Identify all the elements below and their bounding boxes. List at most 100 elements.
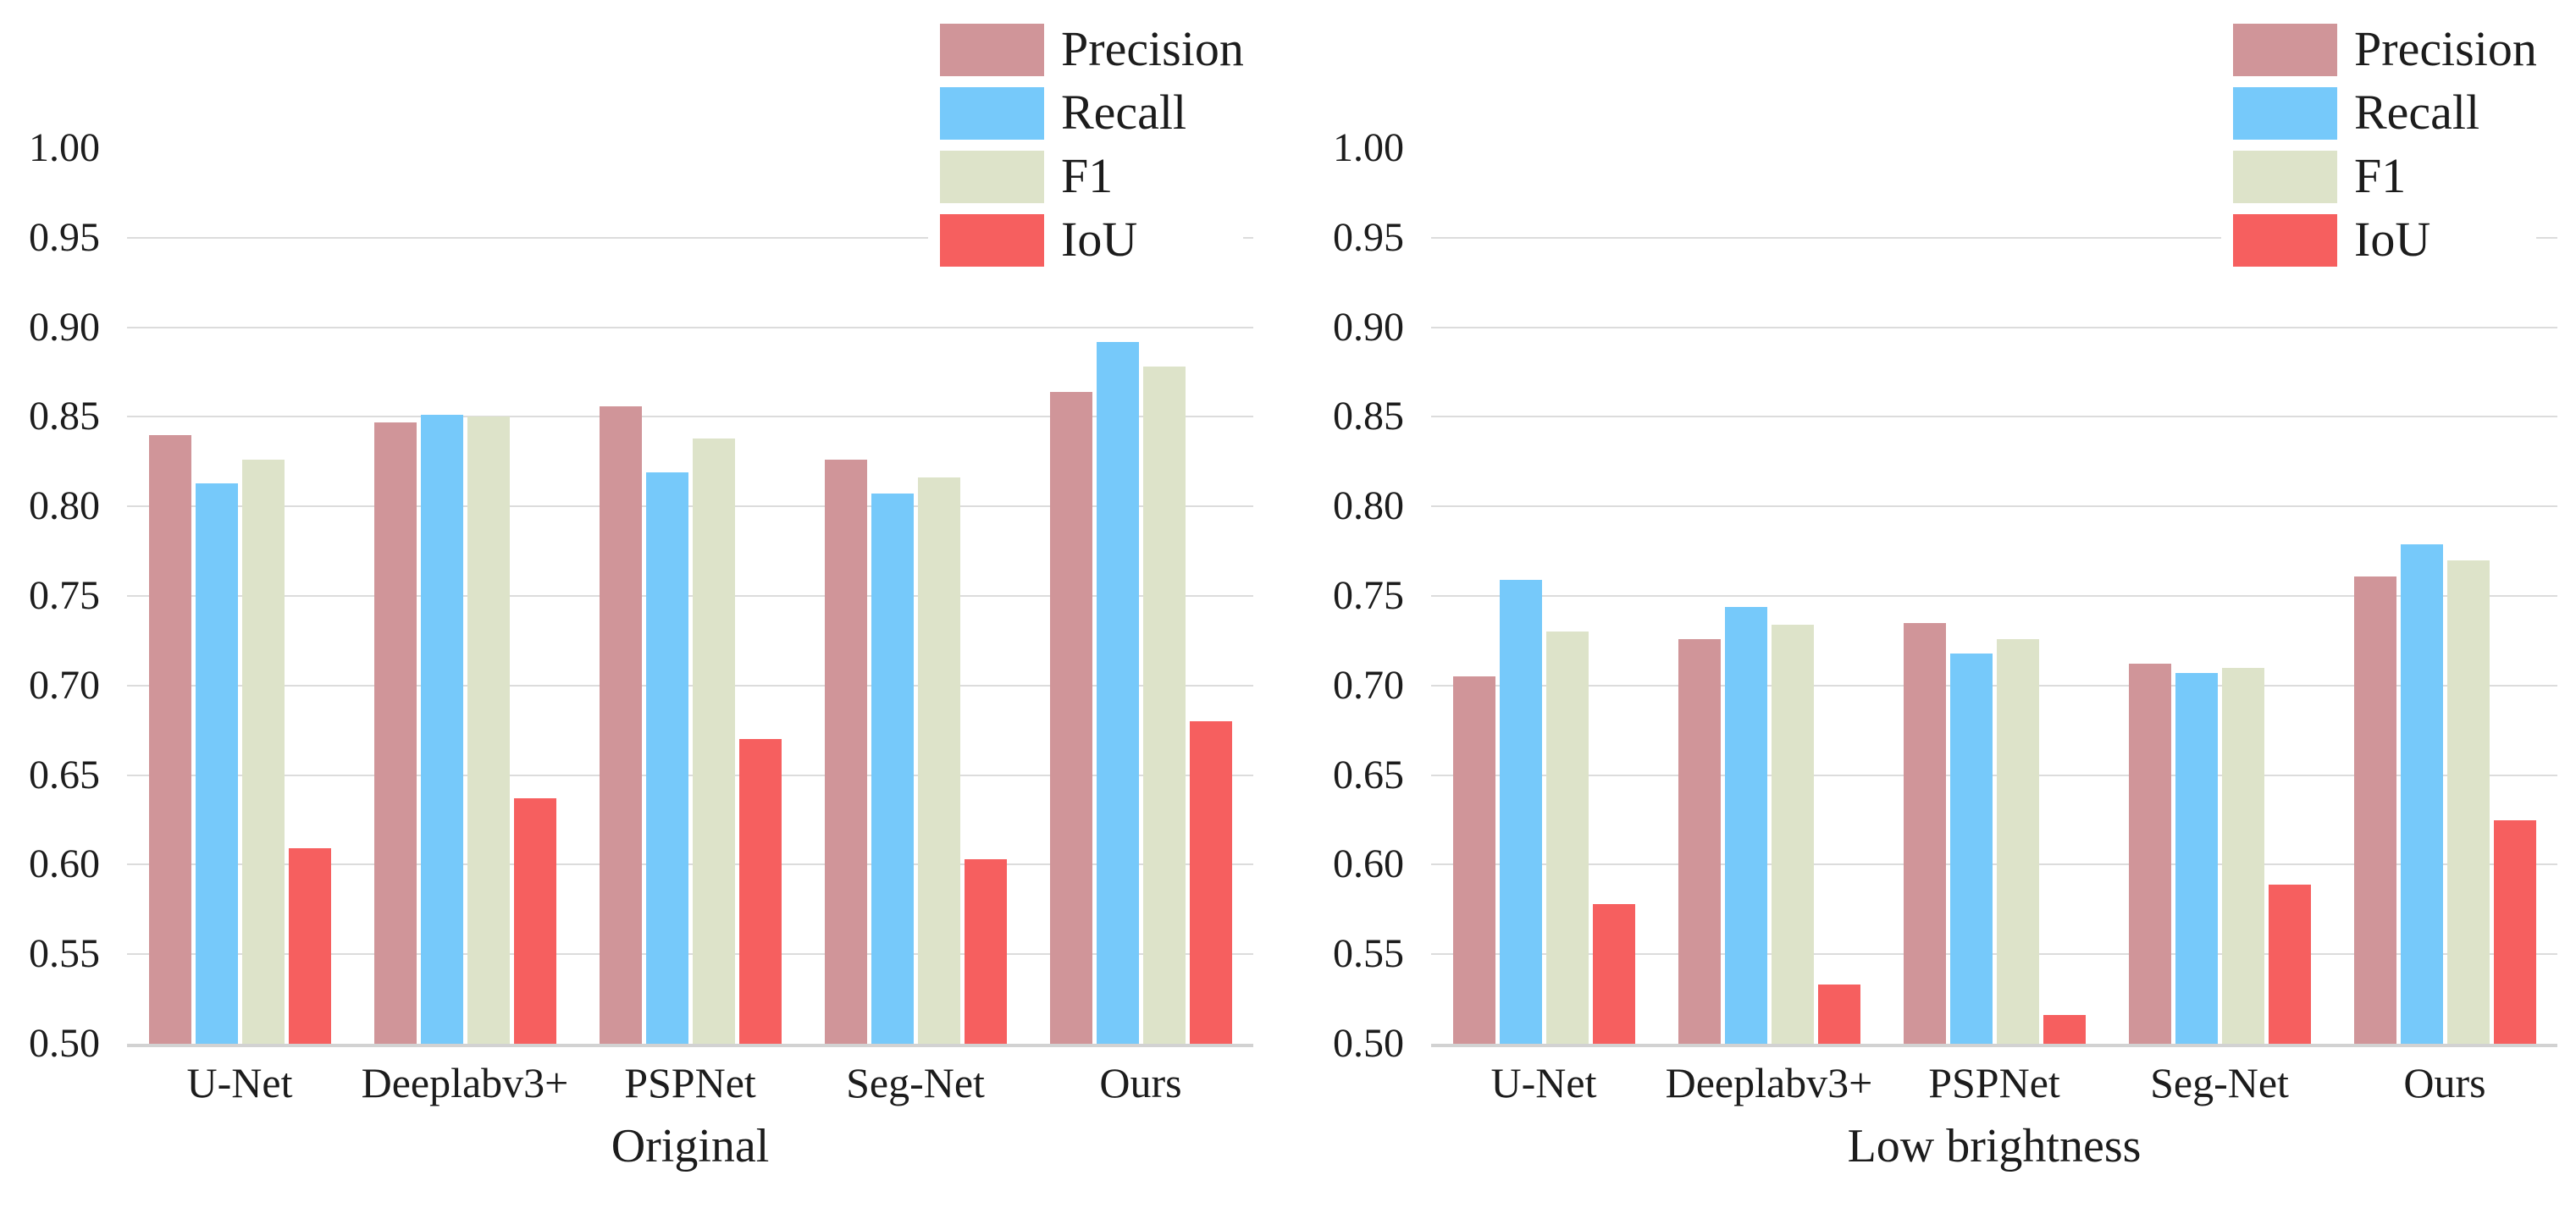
chart-title: Original xyxy=(611,1120,770,1172)
bar-iou-pspnet xyxy=(738,739,782,1044)
bar-iou-pspnet xyxy=(2043,1015,2086,1044)
bar-recall-deeplabv3- xyxy=(1724,606,1767,1044)
gridline xyxy=(1431,774,2557,776)
legend-label-recall: Recall xyxy=(1061,85,1187,140)
gridline xyxy=(1431,863,2557,866)
bar-precision-deeplabv3- xyxy=(373,422,417,1044)
y-axis-tick-label: 0.50 xyxy=(1333,1021,1404,1066)
x-axis-category-label: Deeplabv3+ xyxy=(361,1059,569,1106)
y-axis-tick-label: 0.60 xyxy=(29,841,100,887)
bar-iou-ours xyxy=(1189,721,1232,1044)
y-axis-tick-label: 0.65 xyxy=(1333,752,1404,797)
legend-swatch-f1 xyxy=(940,151,1044,203)
y-axis-tick-label: 1.00 xyxy=(29,125,100,170)
gridline xyxy=(127,953,1253,956)
y-axis-tick-label: 0.55 xyxy=(29,931,100,977)
legend-swatch-f1 xyxy=(2233,151,2337,203)
bar-precision-pspnet xyxy=(1903,622,1946,1044)
y-axis-tick-label: 1.00 xyxy=(1333,125,1404,170)
y-axis-tick-label: 0.70 xyxy=(29,662,100,708)
bar-iou-deeplabv3- xyxy=(513,798,556,1044)
y-axis-tick-label: 0.90 xyxy=(1333,304,1404,350)
gridline xyxy=(1431,953,2557,956)
y-axis-tick-label: 0.50 xyxy=(29,1021,100,1066)
bar-iou-deeplabv3- xyxy=(1817,985,1860,1044)
bar-iou-u-net xyxy=(1592,903,1635,1044)
bar-f1-ours xyxy=(1142,367,1186,1044)
bar-iou-u-net xyxy=(288,848,331,1044)
x-axis-category-label: PSPNet xyxy=(1928,1059,2060,1106)
bar-f1-pspnet xyxy=(1996,638,2039,1044)
legend-label-precision: Precision xyxy=(1061,21,1244,76)
bar-f1-deeplabv3- xyxy=(467,416,510,1044)
x-axis-category-label: Ours xyxy=(2403,1059,2486,1106)
bar-f1-u-net xyxy=(241,460,285,1044)
bar-f1-u-net xyxy=(1545,632,1589,1044)
y-axis-tick-label: 0.95 xyxy=(1333,214,1404,260)
gridline xyxy=(127,236,1253,239)
y-axis-tick-label: 0.95 xyxy=(29,214,100,260)
bar-precision-ours xyxy=(2353,576,2396,1044)
gridline xyxy=(127,863,1253,866)
x-axis-category-label: U-Net xyxy=(186,1059,293,1106)
x-axis-category-label: Ours xyxy=(1099,1059,1182,1106)
x-axis-category-label: PSPNet xyxy=(624,1059,756,1106)
bar-precision-deeplabv3- xyxy=(1678,638,1721,1044)
y-axis-tick-label: 0.75 xyxy=(29,573,100,618)
bar-precision-u-net xyxy=(1452,676,1495,1044)
x-axis-line xyxy=(1431,1044,2557,1047)
bar-recall-pspnet xyxy=(645,472,688,1044)
legend-label-f1: F1 xyxy=(1061,148,1114,203)
y-axis-tick-label: 0.85 xyxy=(1333,394,1404,439)
bar-recall-seg-net xyxy=(2175,672,2218,1044)
legend-swatch-precision xyxy=(2233,24,2337,76)
gridline xyxy=(127,595,1253,597)
legend-swatch-iou xyxy=(940,214,1044,267)
legend-swatch-recall xyxy=(2233,87,2337,140)
y-axis-tick-label: 0.60 xyxy=(1333,841,1404,887)
bar-recall-pspnet xyxy=(1949,653,1993,1044)
bar-iou-seg-net xyxy=(2268,884,2311,1044)
gridline xyxy=(127,416,1253,418)
chart-title: Low brightness xyxy=(1847,1120,2142,1172)
bar-recall-ours xyxy=(1096,341,1139,1044)
x-axis-category-label: U-Net xyxy=(1490,1059,1597,1106)
bar-precision-ours xyxy=(1049,391,1092,1044)
bar-f1-seg-net xyxy=(2221,667,2264,1044)
legend-label-iou: IoU xyxy=(1061,212,1138,267)
bar-precision-u-net xyxy=(148,434,191,1044)
legend-label-recall: Recall xyxy=(2354,85,2480,140)
y-axis-tick-label: 0.90 xyxy=(29,304,100,350)
bar-f1-pspnet xyxy=(692,438,735,1044)
legend-swatch-precision xyxy=(940,24,1044,76)
y-axis-tick-label: 0.75 xyxy=(1333,573,1404,618)
bar-precision-pspnet xyxy=(599,405,642,1044)
legend-label-precision: Precision xyxy=(2354,21,2537,76)
gridline xyxy=(1431,326,2557,328)
legend-swatch-iou xyxy=(2233,214,2337,267)
gridline xyxy=(127,326,1253,328)
bar-precision-seg-net xyxy=(824,460,867,1044)
y-axis-tick-label: 0.55 xyxy=(1333,931,1404,977)
x-axis-category-label: Seg-Net xyxy=(846,1059,985,1106)
gridline xyxy=(1431,416,2557,418)
gridline xyxy=(1431,684,2557,687)
legend-swatch-recall xyxy=(940,87,1044,140)
y-axis-tick-label: 0.70 xyxy=(1333,662,1404,708)
legend-label-iou: IoU xyxy=(2354,212,2431,267)
y-axis-tick-label: 0.65 xyxy=(29,752,100,797)
y-axis-tick-label: 0.80 xyxy=(1333,483,1404,529)
gridline xyxy=(127,774,1253,776)
bar-iou-ours xyxy=(2493,819,2536,1044)
x-axis-category-label: Seg-Net xyxy=(2150,1059,2289,1106)
gridline xyxy=(1431,505,2557,508)
gridline xyxy=(1431,595,2557,597)
bar-recall-seg-net xyxy=(871,494,914,1044)
x-axis-line xyxy=(127,1044,1253,1047)
y-axis-tick-label: 0.85 xyxy=(29,394,100,439)
gridline xyxy=(127,684,1253,687)
bar-f1-deeplabv3- xyxy=(1771,624,1814,1044)
